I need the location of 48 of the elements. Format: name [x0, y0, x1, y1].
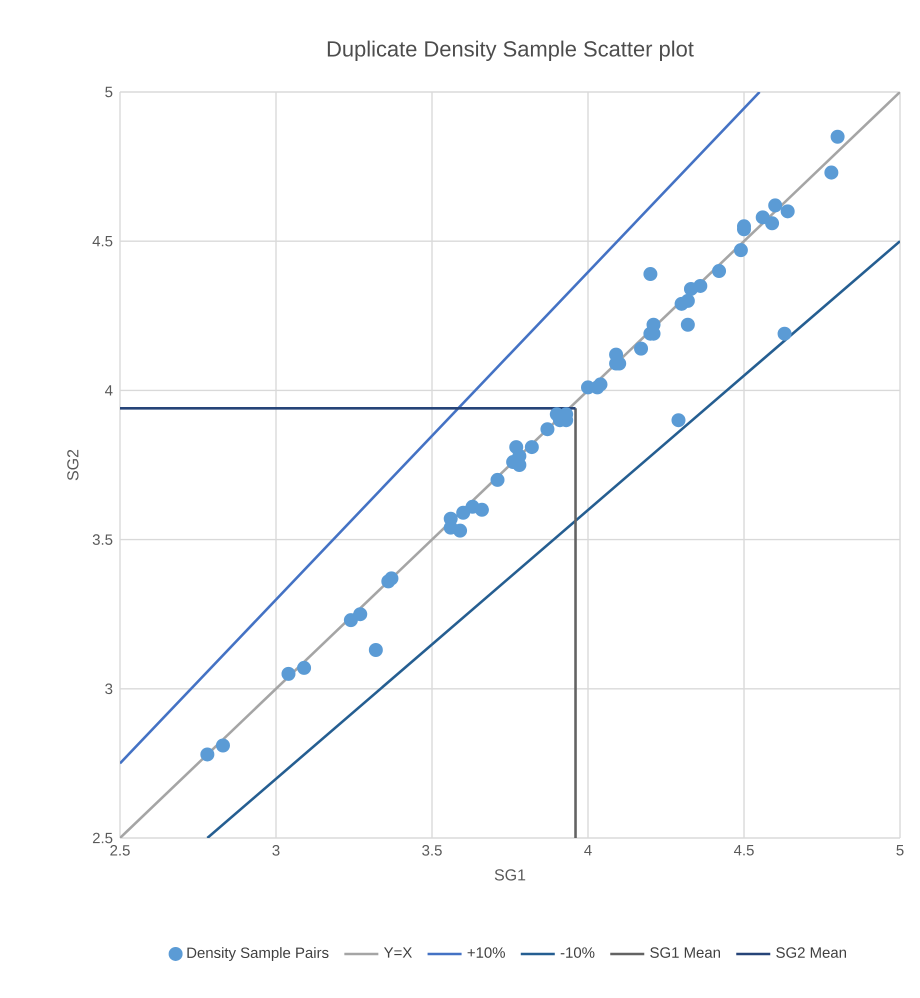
point	[680, 294, 695, 308]
chart-title: Duplicate Density Sample Scatter plot	[328, 40, 694, 61]
point	[778, 326, 792, 341]
point	[780, 204, 795, 218]
point	[368, 643, 383, 658]
x-tick-label: 4	[584, 845, 592, 856]
y-tick-label: 4	[104, 385, 113, 396]
y-tick-label: 5	[105, 86, 112, 98]
legend-label: Y=X	[384, 947, 412, 958]
legend-label: SG1 Mean	[650, 947, 720, 958]
y-tick-label: 2.5	[92, 832, 112, 844]
point	[216, 738, 230, 752]
point	[524, 440, 539, 454]
point	[712, 264, 726, 278]
point	[593, 377, 608, 392]
point	[453, 524, 468, 538]
x-tick-label: 3.5	[422, 845, 442, 856]
legend-label: -10%	[560, 947, 594, 958]
point	[474, 502, 489, 517]
point	[281, 666, 296, 681]
y-axis-title: SG2	[67, 450, 79, 480]
legend-label: SG2 Mean	[776, 947, 846, 958]
point	[490, 472, 505, 487]
x-tick-label: 5	[896, 845, 904, 856]
point	[765, 216, 780, 230]
point	[297, 660, 312, 675]
point	[384, 571, 398, 586]
point	[768, 198, 782, 212]
point	[344, 613, 358, 628]
point	[634, 342, 648, 356]
legend-label: Density Sample Pairs	[187, 947, 328, 961]
point	[830, 130, 845, 144]
x-axis-title: SG1	[494, 869, 526, 881]
point	[734, 243, 748, 258]
y-tick-label: 3	[105, 684, 112, 694]
point	[643, 267, 658, 282]
point	[680, 318, 695, 332]
legend-label: +10%	[468, 947, 505, 958]
x-tick-label: 3	[272, 845, 280, 856]
y-tick-label: 4.5	[92, 236, 112, 246]
point	[693, 278, 708, 293]
point	[824, 166, 838, 180]
y-tick-label: 3.5	[92, 534, 112, 545]
point	[540, 422, 554, 436]
point	[353, 607, 368, 622]
point	[671, 413, 686, 428]
x-tick-label: 4.5	[734, 845, 754, 856]
point	[200, 747, 214, 762]
